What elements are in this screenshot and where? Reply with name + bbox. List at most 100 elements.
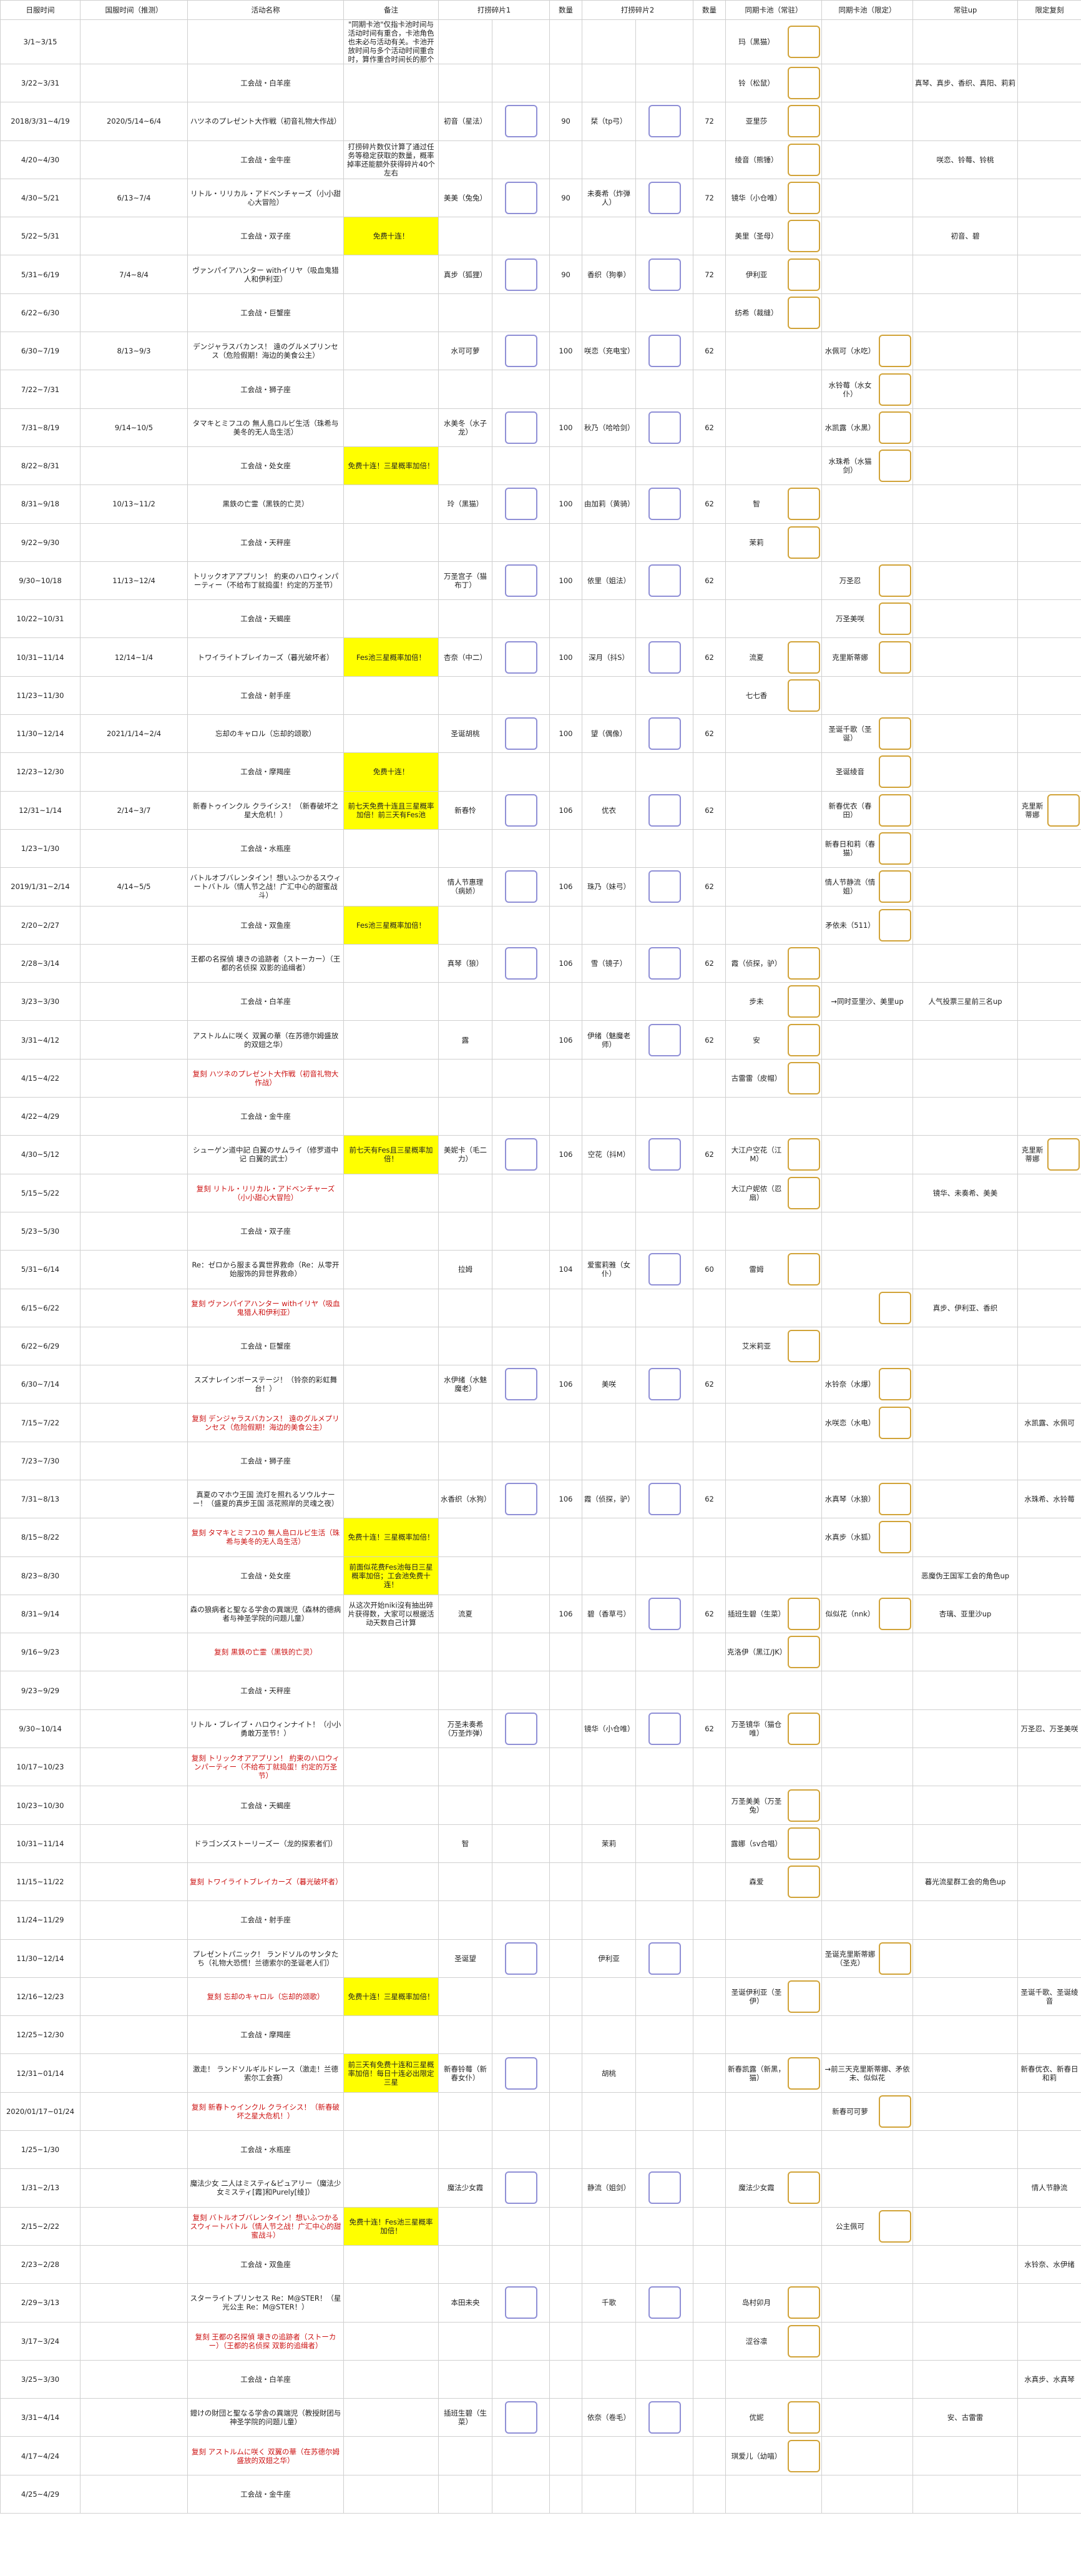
- event-note: [343, 1633, 439, 1672]
- event-name: シューゲン道中記 白翼のサムライ（修罗道中记 白翼的武士）: [187, 1135, 344, 1174]
- shard1-count: [549, 828, 583, 868]
- event-name: 工会战・狮子座: [187, 1441, 344, 1480]
- shard2-count: [693, 905, 726, 945]
- pool-limited: [821, 484, 914, 524]
- event-name: 复刻 ヴァンパイアハンター withイリヤ（吸血鬼猎人和伊利亚）: [187, 1288, 344, 1327]
- normal-up: [912, 1441, 1019, 1480]
- table-row: 9/30~10/18 11/13~12/4 トリックオアアプリン！ 約束のハロウィン…: [0, 561, 1081, 601]
- limited-rerun: [1017, 293, 1081, 333]
- limited-rerun-label: 水真步、水真琴: [1024, 2374, 1075, 2384]
- cn-date: [80, 2359, 188, 2399]
- table-row: 2/28~3/14 王都の名探偵 壊きの追跡者（ストーカー）（王都的名侦探 双影的…: [0, 943, 1081, 983]
- character-icon: [504, 1368, 537, 1401]
- cn-date: [80, 1862, 188, 1902]
- normal-up: [912, 484, 1019, 524]
- event-name: トワイライトブレイカーズ（暮光破坏者）: [187, 637, 344, 677]
- pool-limited-wrap: 新春优衣（春田）: [823, 794, 912, 827]
- limited-rerun: [1017, 1020, 1081, 1059]
- event-name: 复刻 忘却のキャロル（忘却的颂歌）: [187, 1977, 344, 2017]
- pool-normal: 森爱: [725, 1862, 823, 1902]
- event-note: [343, 523, 439, 562]
- pool-normal: 克洛伊（黑江/JK）: [725, 1633, 823, 1672]
- pool-normal-label: 霞（侦探，驴）: [731, 958, 782, 968]
- shard2-name: [582, 1403, 637, 1442]
- shard2-icon-cell: [635, 1671, 694, 1710]
- cn-date: [80, 1020, 188, 1059]
- pool-normal-wrap: 雷姆: [727, 1253, 821, 1286]
- limited-rerun: [1017, 561, 1081, 601]
- shard1-count: [549, 599, 583, 639]
- pool-normal: 绫音（熊锤）: [725, 140, 823, 179]
- normal-up: [912, 446, 1019, 486]
- shard1-name: 情人节惠理（病娇）: [438, 867, 492, 907]
- character-icon: [648, 794, 681, 827]
- pool-limited-wrap: [823, 1291, 912, 1324]
- pool-normal: 插班生碧（生菜）: [725, 1594, 823, 1634]
- shard1-count: [549, 1748, 583, 1787]
- limited-rerun: 圣诞千歌、圣诞绫音: [1017, 1977, 1081, 2017]
- shard2-count: 62: [693, 1365, 726, 1404]
- event-note: [343, 828, 439, 868]
- shard1-count: 106: [549, 943, 583, 983]
- pool-limited: [821, 255, 914, 294]
- cn-date: [80, 446, 188, 486]
- pool-limited: [821, 2436, 914, 2475]
- limited-rerun: 情人节静流: [1017, 2168, 1081, 2208]
- shard1-count: [549, 1288, 583, 1327]
- shard2-icon-cell: [635, 2053, 694, 2093]
- character-icon: [648, 1368, 681, 1401]
- pool-limited: 新春优衣（春田）: [821, 790, 914, 830]
- character-portrait-icon: [879, 450, 912, 483]
- limited-rerun: [1017, 1365, 1081, 1404]
- shard1-count: 106: [549, 1365, 583, 1404]
- shard1-icon-cell: [491, 2283, 550, 2323]
- cn-date: [80, 752, 188, 792]
- pool-normal-label: 插班生碧（生菜）: [728, 1610, 786, 1619]
- event-note: [343, 293, 439, 333]
- cn-date: 8/13~9/3: [80, 332, 188, 371]
- shard2-icon-cell: [635, 1518, 694, 1557]
- shard1-icon-cell: [491, 1250, 550, 1289]
- event-name: 王都の名探偵 壊きの追跡者（ストーカー）（王都的名侦探 双影的追缉者）: [187, 943, 344, 983]
- pool-limited-label: 情人节静流（情姐）: [824, 878, 876, 896]
- shard1-count: [549, 1173, 583, 1212]
- shard2-name: 依奈（卷毛）: [582, 2398, 637, 2437]
- shard2-name: [582, 370, 637, 409]
- limited-rerun: [1017, 1097, 1081, 1136]
- pool-normal-label: 镜华（小仓唯）: [731, 194, 782, 203]
- event-name: 新春トゥインクル クライシス！（新春破坏之星大危机！）: [187, 790, 344, 830]
- limited-rerun: [1017, 599, 1081, 639]
- pool-limited-label: 新春日和莉（春猫）: [824, 840, 876, 858]
- table-row: 12/31~01/14 激走！ ランドソルギルドレース（激走！兰德索尔工会赛） 前三…: [0, 2053, 1081, 2093]
- shard1-icon-cell: [491, 1365, 550, 1404]
- shard2-icon-cell: [635, 1326, 694, 1366]
- pool-normal: [725, 790, 823, 830]
- pool-normal-wrap: 步未: [727, 985, 821, 1018]
- limited-rerun-wrap: 水凯露、水佩可: [1019, 1418, 1080, 1427]
- pool-normal: [725, 2015, 823, 2055]
- event-name: 激走！ ランドソルギルドレース（激走！兰德索尔工会赛）: [187, 2053, 344, 2093]
- pool-normal: [725, 905, 823, 945]
- table-row: 8/31~9/18 10/13~11/2 黒鉄の亡霊（黑铁的亡灵） 玲（黑猫） 100 由…: [0, 484, 1081, 524]
- shard1-icon-cell: [491, 1403, 550, 1442]
- jp-date: 9/30~10/18: [0, 561, 81, 601]
- cn-date: [80, 2474, 188, 2514]
- character-icon: [504, 1138, 537, 1171]
- pool-limited: [821, 63, 914, 103]
- shard1-icon-cell: [491, 2092, 550, 2131]
- table-row: 1/25~1/30 工会战・水瓶座: [0, 2130, 1081, 2170]
- pool-limited: [821, 1441, 914, 1480]
- shard1-count: 90: [549, 178, 583, 218]
- event-name: ハツネのプレゼント大作戦（初音礼物大作战）: [187, 102, 344, 141]
- character-icon: [504, 1712, 537, 1745]
- event-name: タマキとミフユの 無人島ロルビ生活（珠希与美冬的无人岛生活）: [187, 408, 344, 447]
- pool-normal: 艾米莉亚: [725, 1326, 823, 1366]
- pool-normal-label: 雷姆: [749, 1265, 764, 1274]
- shard1-icon-cell: [491, 1441, 550, 1480]
- table-row: 8/23~8/30 工会战・处女座 前面似花费Fes池每日三星概率加倍；工会池免费十…: [0, 1556, 1081, 1595]
- event-name: プレゼントパニック！ ランドソルのサンタたち（礼物大恐慌！兰德索尔的圣诞老人们）: [187, 1939, 344, 1978]
- character-portrait-icon: [879, 908, 912, 941]
- pool-limited: 水咲恋（水电）: [821, 1403, 914, 1442]
- shard1-name: [438, 2130, 492, 2170]
- character-icon: [504, 870, 537, 903]
